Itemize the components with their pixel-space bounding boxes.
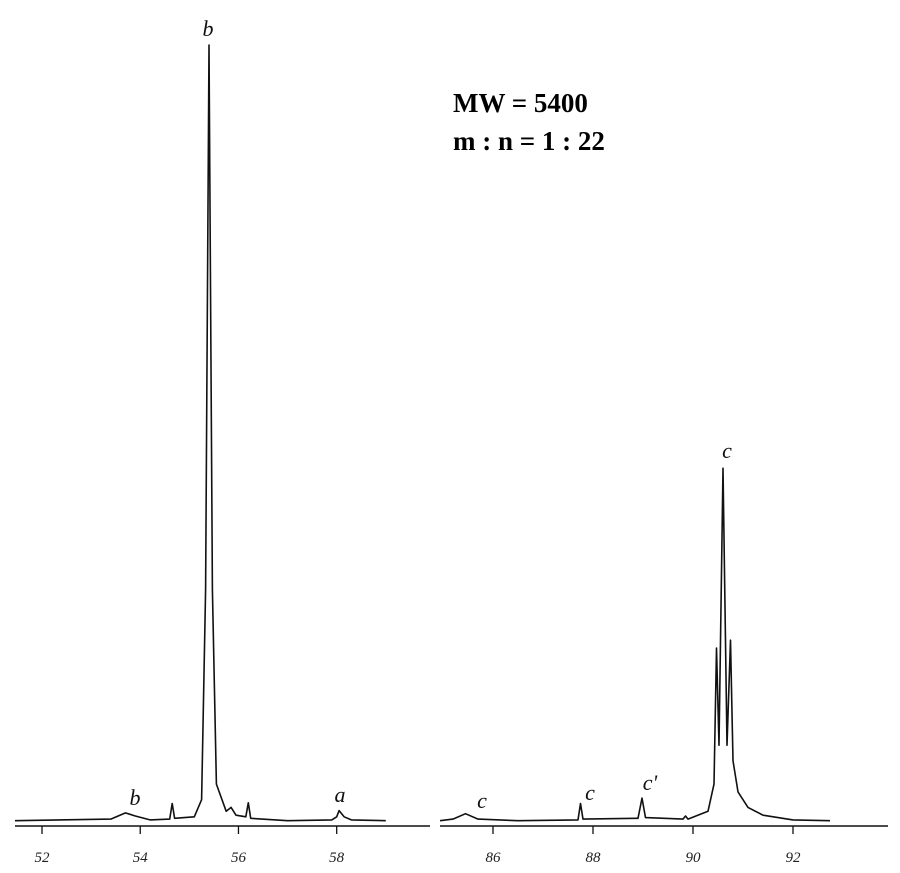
x-tick-label: 52	[35, 850, 51, 866]
x-tick-label: 86	[486, 850, 502, 866]
x-tick-label: 88	[586, 850, 602, 866]
x-tick-label: 58	[329, 850, 345, 866]
x-tick-label: 54	[133, 850, 149, 866]
annotation: m : n = 1 : 22	[453, 126, 605, 156]
spectrum-line	[439, 467, 831, 822]
spectrum-line	[14, 44, 386, 822]
peak-label: b	[130, 785, 141, 810]
peak-label: b	[203, 16, 214, 41]
annotation: MW = 5400	[453, 88, 588, 118]
peak-label: c	[477, 788, 487, 813]
peak-label: c'	[643, 770, 658, 795]
x-tick-label: 56	[231, 850, 247, 866]
x-tick-label: 92	[786, 850, 802, 866]
x-tick-label: 90	[686, 850, 702, 866]
peak-label: c	[722, 438, 732, 463]
peak-label: c	[585, 780, 595, 805]
peak-label: a	[335, 782, 346, 807]
